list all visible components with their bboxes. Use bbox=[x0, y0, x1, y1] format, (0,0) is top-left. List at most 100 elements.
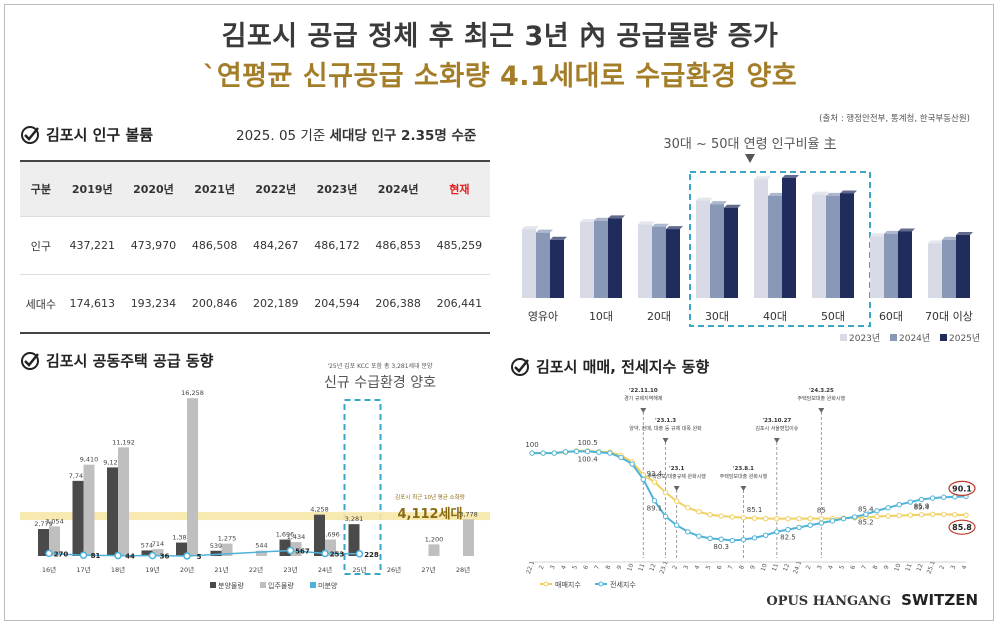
supply-bar bbox=[72, 480, 84, 556]
age-category-label: 70대 이상 bbox=[925, 310, 973, 323]
event-text: 경기 규제지역해제 bbox=[624, 395, 663, 402]
x-tick-label: 9 bbox=[616, 564, 624, 570]
value-label: 89.4 bbox=[914, 503, 930, 511]
index-point bbox=[896, 501, 902, 508]
legend-swatch bbox=[310, 582, 316, 588]
supply-category-label: 19년 bbox=[145, 565, 159, 574]
age-bar-top bbox=[580, 218, 597, 222]
age-category-label: 30대 bbox=[705, 310, 729, 323]
value-label: 85.2 bbox=[858, 518, 874, 526]
age-bar bbox=[884, 233, 898, 298]
age-bar bbox=[710, 204, 724, 298]
unsold-point bbox=[321, 549, 329, 558]
age-category-label: 영유아 bbox=[528, 310, 558, 323]
event-marker-icon bbox=[673, 486, 680, 491]
index-point bbox=[796, 515, 802, 522]
supply-value-label: 9,410 bbox=[80, 456, 99, 464]
supply-category-label: 27년 bbox=[421, 565, 435, 574]
highlight-box bbox=[689, 171, 871, 327]
age-bar bbox=[696, 200, 710, 298]
index-point bbox=[818, 520, 825, 526]
index-point bbox=[829, 518, 836, 524]
index-point bbox=[907, 499, 914, 505]
age-bar-top bbox=[652, 223, 669, 227]
supply-value-label: 544 bbox=[255, 542, 267, 550]
x-tick-label: 5 bbox=[571, 564, 579, 570]
age-bar bbox=[928, 243, 942, 298]
supply-value-label: 3,778 bbox=[459, 510, 478, 518]
x-tick-label: 11 bbox=[904, 563, 913, 573]
age-bar bbox=[782, 178, 796, 298]
age-bar bbox=[840, 193, 854, 298]
age-bar bbox=[536, 232, 550, 298]
switzen-logo: SWITZEN bbox=[901, 591, 978, 609]
supply-bar bbox=[49, 526, 60, 556]
age-bar-top bbox=[884, 230, 901, 234]
age-bar-top bbox=[826, 192, 843, 196]
index-point bbox=[673, 498, 680, 504]
index-point bbox=[573, 448, 580, 455]
table-row: 세대수 174,613 193,234 200,846 202,189 204,… bbox=[20, 274, 490, 334]
index-point bbox=[740, 536, 747, 543]
event-date: '23.1.3 bbox=[655, 418, 676, 424]
value-label: 100 bbox=[525, 441, 538, 449]
legend-label: 2025년 bbox=[949, 333, 980, 344]
brand-logos: OPUS HANGANG SWITZEN bbox=[766, 591, 978, 609]
x-tick-label: 3 bbox=[816, 564, 824, 570]
supply-value-label: 574 bbox=[141, 541, 153, 549]
supply-value-label: 1,385 bbox=[172, 534, 191, 542]
age-bar bbox=[666, 229, 680, 298]
supply-value-label: 1,434 bbox=[287, 533, 306, 541]
age-bar-top bbox=[522, 226, 539, 230]
age-bar-top bbox=[536, 229, 553, 233]
unsold-line bbox=[48, 549, 360, 557]
x-tick-label: 10 bbox=[626, 563, 635, 573]
supply-category-label: 16년 bbox=[42, 565, 56, 574]
supply-value-label: 11,192 bbox=[112, 438, 135, 446]
age-bar-top bbox=[638, 221, 655, 225]
age-bar bbox=[638, 224, 652, 298]
event-text: 주택담보/대출규제 완화시행 bbox=[647, 473, 706, 480]
table-cell: 204,594 bbox=[306, 274, 368, 334]
index-point bbox=[596, 449, 602, 455]
unsold-point bbox=[45, 549, 53, 558]
table-cell: 200,846 bbox=[184, 274, 246, 334]
table-header: 2024년 bbox=[367, 160, 429, 217]
highlight-ellipse bbox=[948, 519, 976, 535]
age-bar-top bbox=[898, 228, 915, 232]
legend-label: 전세지수 bbox=[610, 580, 636, 589]
index-point bbox=[651, 479, 658, 485]
supply-bar bbox=[279, 539, 291, 556]
table-header: 2023년 bbox=[306, 160, 368, 217]
x-tick-label: 5 bbox=[705, 564, 713, 570]
index-point bbox=[941, 494, 947, 500]
x-tick-label: 4 bbox=[961, 564, 969, 570]
population-note-date: 2025. 05 기준 bbox=[236, 128, 326, 144]
population-section-title: 김포시 인구 볼륨 bbox=[20, 124, 153, 145]
legend-swatch bbox=[940, 334, 947, 341]
age-category-label: 40대 bbox=[763, 310, 787, 323]
age-bar-top bbox=[812, 191, 829, 195]
x-tick-label: 12 bbox=[648, 563, 657, 573]
value-label: 93.4 bbox=[647, 470, 663, 478]
supply-category-label: 28년 bbox=[456, 565, 470, 574]
supply-note-small: '25년 김포 KCC 포함 총 3,281세대 분양 bbox=[327, 362, 433, 370]
supply-title: 김포시 공동주택 공급 동향 bbox=[46, 352, 214, 370]
supply-category-label: 20년 bbox=[180, 565, 194, 574]
value-label: 100.4 bbox=[578, 455, 599, 463]
supply-bar bbox=[141, 550, 153, 556]
index-point bbox=[729, 514, 736, 520]
x-tick-label: 6 bbox=[716, 564, 724, 570]
event-text: 주택담보대출 완화시행 bbox=[798, 395, 846, 402]
table-header: 현재 bbox=[428, 160, 490, 217]
age-category-label: 20대 bbox=[647, 310, 671, 323]
x-tick-label: 6 bbox=[849, 564, 857, 570]
supply-bar bbox=[314, 514, 325, 556]
x-tick-label: 7 bbox=[727, 564, 735, 570]
table-header: 2022년 bbox=[245, 160, 307, 217]
supply-value-label: 3,281 bbox=[345, 515, 364, 523]
legend-swatch bbox=[260, 582, 266, 588]
age-bar-top bbox=[550, 236, 567, 240]
supply-value-label: 9,125 bbox=[103, 458, 122, 466]
